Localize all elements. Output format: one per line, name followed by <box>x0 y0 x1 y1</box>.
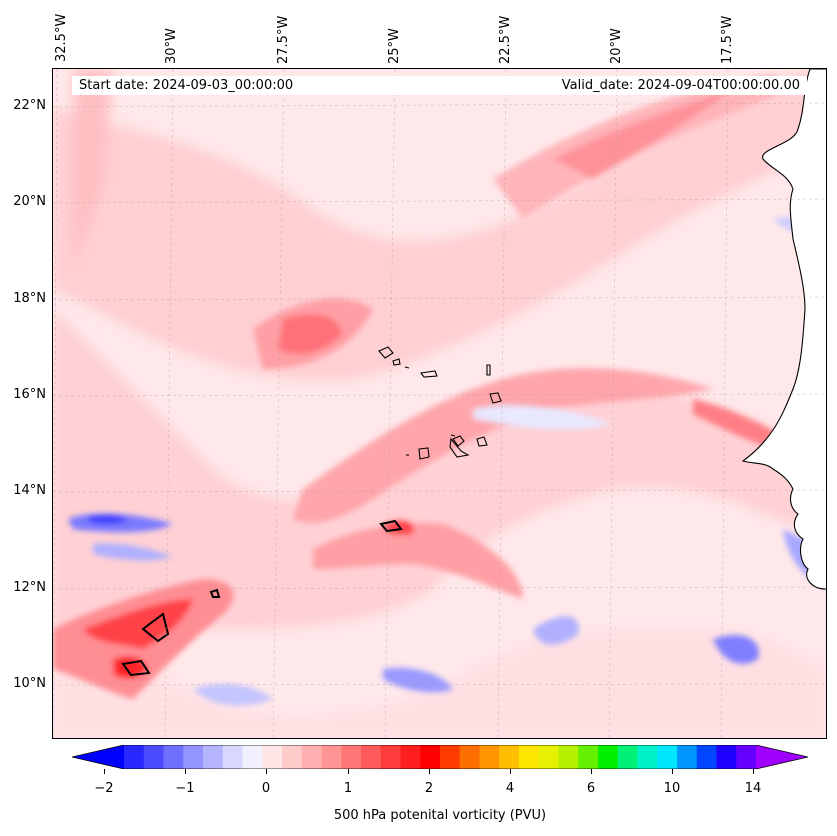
colorbar-swatch <box>519 745 540 769</box>
colorbar-swatch <box>657 745 678 769</box>
colorbar-swatch <box>301 745 323 769</box>
colorbar-tick-14: 14 <box>744 781 762 796</box>
colorbar-tick-10: 10 <box>663 781 681 796</box>
colorbar-extend-min <box>72 745 124 769</box>
lat-label-18n: 18°N <box>13 291 46 306</box>
lat-label-10n: 10°N <box>13 676 46 691</box>
colorbar-swatch <box>696 745 718 769</box>
lat-label-22n: 22°N <box>13 98 46 113</box>
colorbar-swatch <box>143 745 165 769</box>
colorbar-swatch <box>341 745 362 769</box>
colorbar-swatch <box>617 745 639 769</box>
colorbar-tick-4: 4 <box>505 781 515 796</box>
colorbar-swatch <box>163 745 184 769</box>
colorbar-swatch <box>222 745 244 769</box>
colorbar-tick-0: 0 <box>261 781 271 796</box>
colorbar-swatch <box>736 745 757 769</box>
lat-label-20n: 20°N <box>13 194 46 209</box>
colorbar-swatch <box>420 745 441 769</box>
lat-label-16n: 16°N <box>13 387 46 402</box>
colorbar-tick-neg1: −1 <box>175 781 195 796</box>
lon-label-32-5w: 32.5°W <box>54 13 69 62</box>
start-date: Start date: 2024-09-03_00:00:00 <box>79 78 294 93</box>
colorbar-swatch <box>716 745 737 769</box>
colorbar-swatch <box>400 745 421 769</box>
lon-label-30w: 30°W <box>164 28 179 64</box>
colorbar-tick-6: 6 <box>586 781 596 796</box>
colorbar-swatch <box>538 745 560 769</box>
colorbar-tick-2: 2 <box>424 781 434 796</box>
colorbar-swatch <box>459 745 481 769</box>
colorbar <box>71 744 809 770</box>
colorbar-swatch <box>124 745 145 769</box>
date-info-bar: Start date: 2024-09-03_00:00:00 Valid_da… <box>72 76 807 95</box>
lat-label-14n: 14°N <box>13 483 46 498</box>
lon-label-17-5w: 17.5°W <box>720 15 735 64</box>
colorbar-swatch <box>499 745 520 769</box>
colorbar-swatch <box>282 745 303 769</box>
valid-date: Valid_date: 2024-09-04T00:00:00.00 <box>561 78 800 93</box>
lon-label-25w: 25°W <box>387 28 402 64</box>
colorbar-extend-max <box>756 745 808 769</box>
colorbar-swatch <box>479 745 500 769</box>
colorbar-swatch <box>183 745 204 769</box>
colorbar-swatch <box>578 745 599 769</box>
lon-label-22-5w: 22.5°W <box>498 15 513 64</box>
gridlines <box>53 69 826 738</box>
lon-label-20w: 20°W <box>609 28 624 64</box>
lon-label-27-5w: 27.5°W <box>276 15 291 64</box>
colorbar-swatch <box>677 745 698 769</box>
pv-map <box>52 68 827 739</box>
colorbar-swatch <box>637 745 658 769</box>
colorbar-swatch <box>598 745 619 769</box>
colorbar-swatch <box>361 745 382 769</box>
colorbar-swatch <box>262 745 283 769</box>
colorbar-swatch <box>558 745 579 769</box>
cape-verde-islands <box>378 346 502 460</box>
colorbar-swatch <box>440 745 461 769</box>
pv-2-contours <box>121 519 403 677</box>
colorbar-swatches <box>71 744 809 770</box>
colorbar-swatch <box>203 745 224 769</box>
lat-label-12n: 12°N <box>13 580 46 595</box>
pv-field <box>53 69 826 738</box>
colorbar-label: 500 hPa potenital vorticity (PVU) <box>333 808 547 823</box>
colorbar-tick-neg2: −2 <box>94 781 114 796</box>
colorbar-swatch <box>321 745 342 769</box>
colorbar-swatch <box>242 745 263 769</box>
colorbar-tick-1: 1 <box>343 781 353 796</box>
colorbar-swatch <box>380 745 402 769</box>
